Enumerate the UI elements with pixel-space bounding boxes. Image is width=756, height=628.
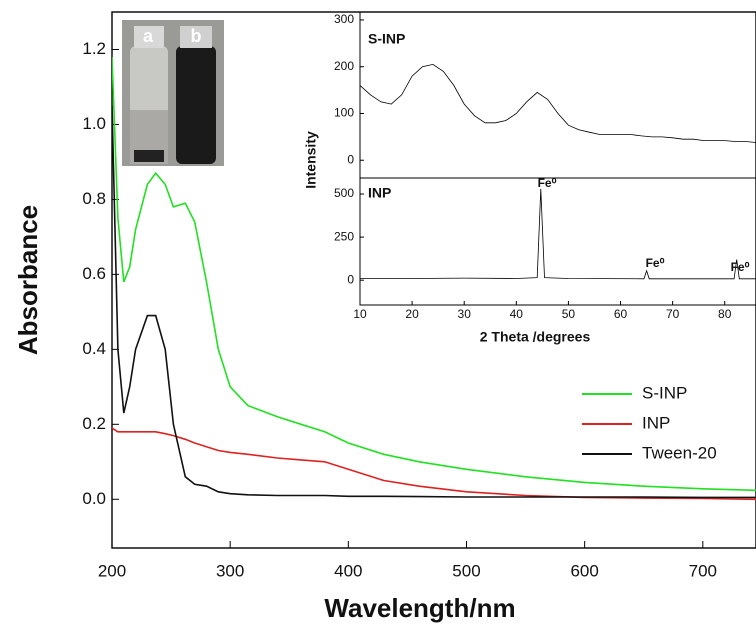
x-tick-label: 60 [614, 307, 628, 321]
y-tick-label: 0.0 [82, 489, 106, 508]
panel-label: S-INP [368, 31, 405, 47]
data-line [112, 105, 756, 499]
y-tick-label: 0.4 [82, 339, 106, 358]
legend-label: Tween-20 [642, 443, 717, 462]
panel-label: INP [368, 185, 391, 201]
y-tick-label: 0.2 [82, 414, 106, 433]
x-tick-label: 10 [353, 307, 367, 321]
y-axis-label: Absorbance [13, 205, 43, 355]
data-line [360, 188, 756, 280]
inset-y-axis-label: Intensity [303, 131, 319, 189]
x-tick-label: 200 [98, 561, 126, 580]
x-tick-label: 20 [405, 307, 419, 321]
x-tick-label: 50 [562, 307, 576, 321]
data-line [360, 63, 756, 143]
legend-label: S-INP [642, 383, 687, 402]
y-tick-label: 0 [347, 152, 354, 166]
x-tick-label: 40 [510, 307, 524, 321]
plot-frame [359, 177, 756, 306]
x-tick-label: 600 [570, 561, 598, 580]
inset-background [358, 12, 756, 305]
y-tick-label: 1.2 [82, 39, 106, 58]
legend-label: INP [642, 413, 670, 432]
data-line [112, 56, 756, 492]
y-tick-label: 250 [334, 229, 354, 243]
x-tick-label: 400 [334, 561, 362, 580]
y-tick-label: 100 [334, 106, 354, 120]
photo-label: b [191, 26, 202, 46]
x-tick-label: 300 [216, 561, 244, 580]
peak-annotation: Fe⁰ [646, 256, 665, 270]
y-tick-label: 0.6 [82, 264, 106, 283]
y-tick-label: 0 [347, 272, 354, 286]
peak-annotation: Fe⁰ [731, 260, 750, 274]
y-tick-label: 1.0 [82, 114, 106, 133]
x-tick-label: 70 [666, 307, 680, 321]
x-tick-label: 30 [458, 307, 472, 321]
inset-x-axis-label: 2 Theta /degrees [480, 329, 591, 345]
y-tick-label: 500 [334, 186, 354, 200]
photo-label: a [143, 26, 154, 46]
peak-annotation: Fe⁰ [538, 176, 557, 190]
x-axis-label: Wavelength/nm [324, 593, 515, 623]
y-tick-label: 300 [334, 12, 354, 26]
photo: a b [122, 20, 224, 166]
x-tick-label: 500 [452, 561, 480, 580]
x-tick-label: 80 [718, 307, 732, 321]
x-tick-label: 700 [689, 561, 717, 580]
data-line [112, 427, 756, 501]
y-tick-label: 200 [334, 59, 354, 73]
y-tick-label: 0.8 [82, 189, 106, 208]
